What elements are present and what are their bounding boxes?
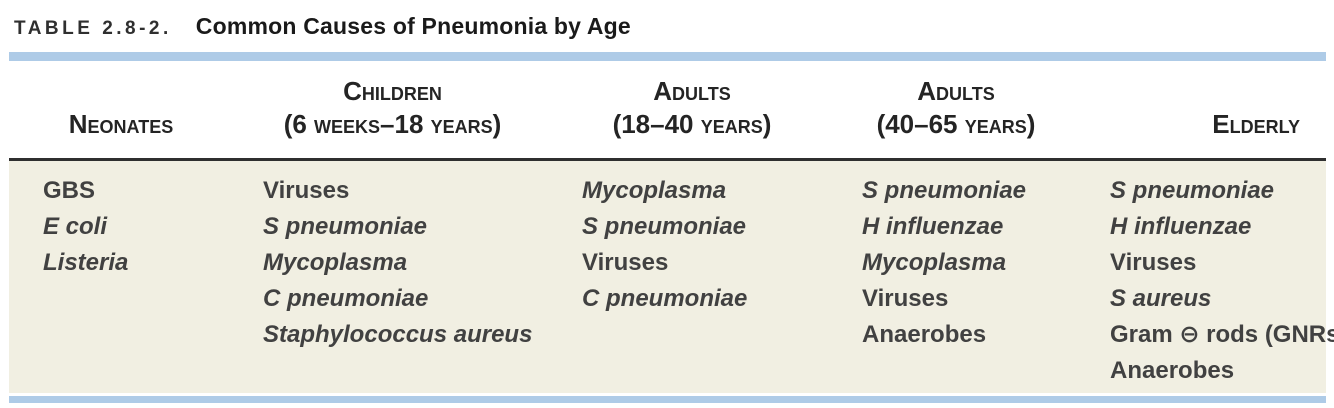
table-body: GBS E coli Listeria Viruses S pneumoniae… [9,159,1334,393]
column-header-adults-18-40: Adults (18–40 years) [552,61,832,161]
header-bottom-line: (18–40 years) [612,109,772,139]
pathogen-entry: S aureus [1110,285,1212,312]
cell-elderly: S pneumoniae H influenzae Viruses S aure… [1080,159,1334,393]
table-title: Common Causes of Pneumonia by Age [195,13,631,39]
column-header-children: Children (6 weeks–18 years) [233,61,552,161]
pathogen-entry: H influenzae [1110,213,1252,240]
cell-adults-18-40: Mycoplasma S pneumoniae Viruses C pneumo… [552,159,832,393]
header-row: Neonates Children (6 weeks–18 years) Adu… [9,61,1326,161]
pathogen-entry: GBS [43,177,96,204]
pathogen-entry: Viruses [263,177,350,204]
pathogen-entry: H influenzae [862,213,1004,240]
pathogen-entry: S pneumoniae [1110,177,1275,204]
table-header: Neonates Children (6 weeks–18 years) Adu… [9,61,1326,161]
pathogen-entry: Listeria [43,249,129,276]
body-row: GBS E coli Listeria Viruses S pneumoniae… [9,159,1334,393]
cell-neonates: GBS E coli Listeria [9,159,233,393]
bottom-accent-bar [9,396,1326,403]
pathogen-entry: Viruses [1110,249,1197,276]
header-top-line: Children [343,76,442,106]
top-accent-bar [9,52,1326,61]
header-bottom-line: Elderly [1212,109,1300,139]
pathogen-entry: Anaerobes [1110,357,1235,384]
header-bottom-line: (6 weeks–18 years) [283,109,502,139]
header-bottom-line: (40–65 years) [876,109,1036,139]
column-header-adults-40-65: Adults (40–65 years) [832,61,1080,161]
pathogen-entry: S pneumoniae [582,213,747,240]
pathogen-entry: Mycoplasma [263,249,408,276]
pathogen-entry: Mycoplasma [862,249,1007,276]
cell-children: Viruses S pneumoniae Mycoplasma C pneumo… [233,159,552,393]
pathogen-entry: Viruses [582,249,669,276]
pathogen-entry: Mycoplasma [582,177,727,204]
pathogen-entry: Gram ⊖ rods (GNRs) [1110,321,1334,348]
pathogen-entry: Staphylococcus aureus [263,321,533,348]
header-top-line: Adults [653,76,731,106]
header-top-line: Adults [917,76,995,106]
table-caption: TABLE 2.8-2. Common Causes of Pneumonia … [0,0,1334,40]
pneumonia-causes-table: Neonates Children (6 weeks–18 years) Adu… [9,61,1334,393]
header-bottom-line: Neonates [68,109,174,139]
pathogen-entry: Viruses [862,285,949,312]
table-number-label: TABLE 2.8-2. [14,18,172,39]
pathogen-entry: E coli [43,213,108,240]
pathogen-entry: S pneumoniae [263,213,428,240]
pathogen-entry: S pneumoniae [862,177,1027,204]
pathogen-entry: C pneumoniae [582,285,748,312]
pathogen-entry: Anaerobes [862,321,987,348]
cell-adults-40-65: S pneumoniae H influenzae Mycoplasma Vir… [832,159,1080,393]
column-header-neonates: Neonates [9,61,233,161]
column-header-elderly: Elderly [1080,61,1326,161]
pathogen-entry: C pneumoniae [263,285,429,312]
